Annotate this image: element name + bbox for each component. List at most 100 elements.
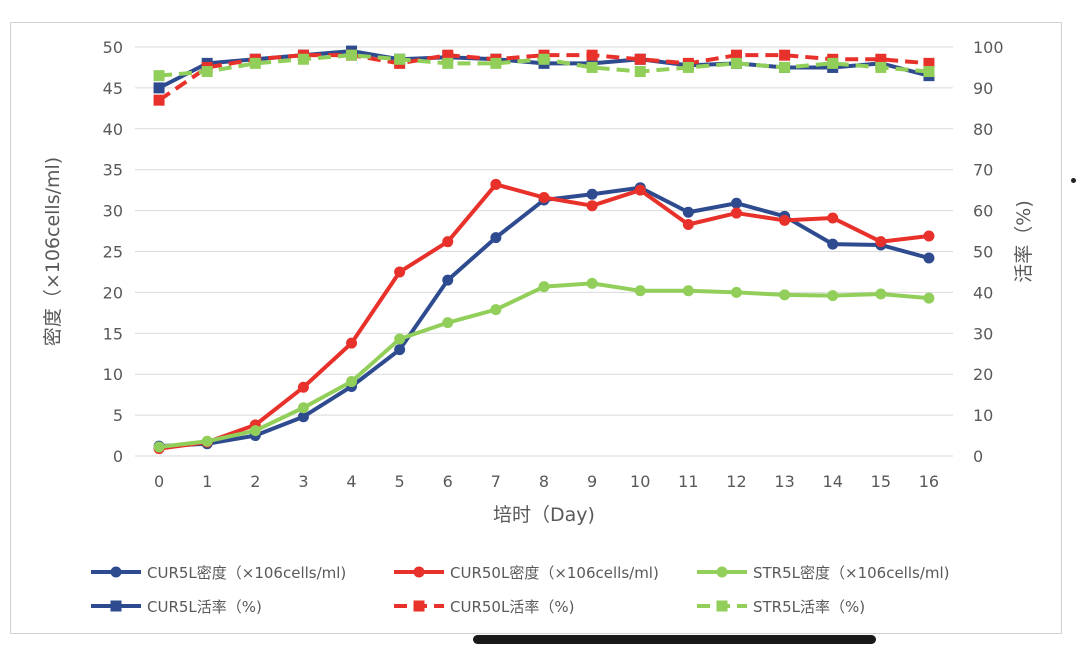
legend-marker-cur5l106cellsml [110,566,122,578]
data-point-str5l [201,66,213,78]
x-tick-label: 7 [491,472,501,491]
data-point-str5l106cellsml [394,333,406,345]
data-point-cur50l [875,53,887,65]
x-tick-label: 10 [630,472,650,491]
data-point-str5l106cellsml [153,441,165,453]
data-point-str5l [394,53,406,65]
data-point-cur50l [634,53,646,65]
legend-marker-cur50l [413,600,425,612]
legend-marker-str5l [716,600,728,612]
x-tick-label: 16 [919,472,939,491]
y-right-axis-title: 活率（%) [1013,200,1035,282]
legend-marker-str5l106cellsml [716,566,728,578]
data-point-str5l [634,66,646,78]
data-point-str5l [538,53,550,65]
data-point-cur50l106cellsml [394,266,406,278]
data-point-str5l106cellsml [297,402,309,414]
data-point-cur5l106cellsml [682,206,694,218]
data-point-str5l106cellsml [538,281,550,293]
data-point-cur5l106cellsml [586,188,598,200]
y-left-tick-label: 30 [103,202,123,221]
data-point-str5l106cellsml [875,288,887,300]
y-left-tick-label: 20 [103,283,123,302]
y-left-tick-label: 10 [103,365,123,384]
data-point-cur5l106cellsml [490,232,502,244]
x-tick-label: 9 [587,472,597,491]
data-point-str5l106cellsml [779,289,791,301]
y-left-tick-label: 40 [103,120,123,139]
data-point-cur5l106cellsml [297,411,309,423]
data-point-cur5l106cellsml [827,238,839,250]
legend-label-str5l: STR5L活率（%) [753,598,865,616]
x-axis-title: 培时（Day) [493,504,595,526]
data-point-cur50l106cellsml [346,337,358,349]
data-point-cur5l106cellsml [394,344,406,356]
data-point-cur50l106cellsml [682,219,694,231]
data-point-cur50l106cellsml [634,184,646,196]
data-point-cur50l [923,57,935,69]
data-point-cur50l106cellsml [490,178,502,190]
legend-label-cur5l106cellsml: CUR5L密度（×106cells/ml) [147,564,346,582]
y-left-tick-label: 15 [103,324,123,343]
x-tick-label: 3 [298,472,308,491]
data-point-cur5l106cellsml [923,252,935,264]
legend-marker-cur5l [110,600,122,612]
x-tick-label: 11 [678,472,698,491]
data-point-str5l [586,61,598,73]
data-point-cur50l106cellsml [779,214,791,226]
x-tick-label: 1 [202,472,212,491]
data-point-str5l106cellsml [201,435,213,447]
x-tick-label: 6 [443,472,453,491]
y-right-tick-label: 60 [973,202,993,221]
x-tick-label: 0 [154,472,164,491]
series-line-str5l106cellsml [157,281,931,450]
y-left-tick-label: 25 [103,243,123,262]
y-left-tick-label: 50 [103,38,123,57]
x-tick-label: 2 [250,472,260,491]
y-right-tick-label: 40 [973,283,993,302]
data-point-cur50l106cellsml [586,200,598,212]
home-indicator[interactable] [473,635,876,644]
y-right-tick-label: 50 [973,243,993,262]
y-right-tick-label: 30 [973,324,993,343]
data-point-cur50l106cellsml [442,236,454,248]
data-point-str5l [923,66,935,78]
data-point-str5l [346,49,358,61]
data-point-str5l106cellsml [730,286,742,298]
y-right-tick-label: 10 [973,406,993,425]
bullet-dot [1071,178,1076,183]
data-point-str5l [730,57,742,69]
data-point-str5l106cellsml [490,304,502,316]
data-point-str5l106cellsml [682,285,694,297]
data-point-str5l106cellsml [442,317,454,329]
data-point-str5l106cellsml [634,285,646,297]
data-point-str5l [779,61,791,73]
data-point-str5l [490,57,502,69]
x-tick-label: 15 [871,472,891,491]
data-point-str5l106cellsml [923,292,935,304]
y-right-tick-label: 20 [973,365,993,384]
y-left-tick-label: 0 [113,447,123,466]
data-point-str5l106cellsml [249,425,261,437]
data-point-str5l [827,57,839,69]
data-point-str5l106cellsml [827,290,839,302]
x-tick-label: 4 [346,472,356,491]
x-tick-label: 13 [774,472,794,491]
y-left-tick-label: 45 [103,79,123,98]
line-chart: 0510152025303540455001020304050607080901… [42,38,1035,616]
data-point-cur50l [153,94,165,106]
x-tick-label: 12 [726,472,746,491]
y-right-tick-label: 80 [973,120,993,139]
legend-label-cur50l: CUR50L活率（%) [450,598,574,616]
x-tick-label: 8 [539,472,549,491]
data-point-cur50l106cellsml [875,236,887,248]
y-right-tick-label: 0 [973,447,983,466]
y-left-axis-title: 密度（×106cells/ml) [42,157,64,346]
data-point-str5l [153,70,165,82]
data-point-str5l [297,53,309,65]
data-point-str5l [875,61,887,73]
y-right-tick-label: 70 [973,161,993,180]
data-point-str5l [442,57,454,69]
y-right-tick-label: 100 [973,38,1004,57]
data-point-str5l [682,61,694,73]
